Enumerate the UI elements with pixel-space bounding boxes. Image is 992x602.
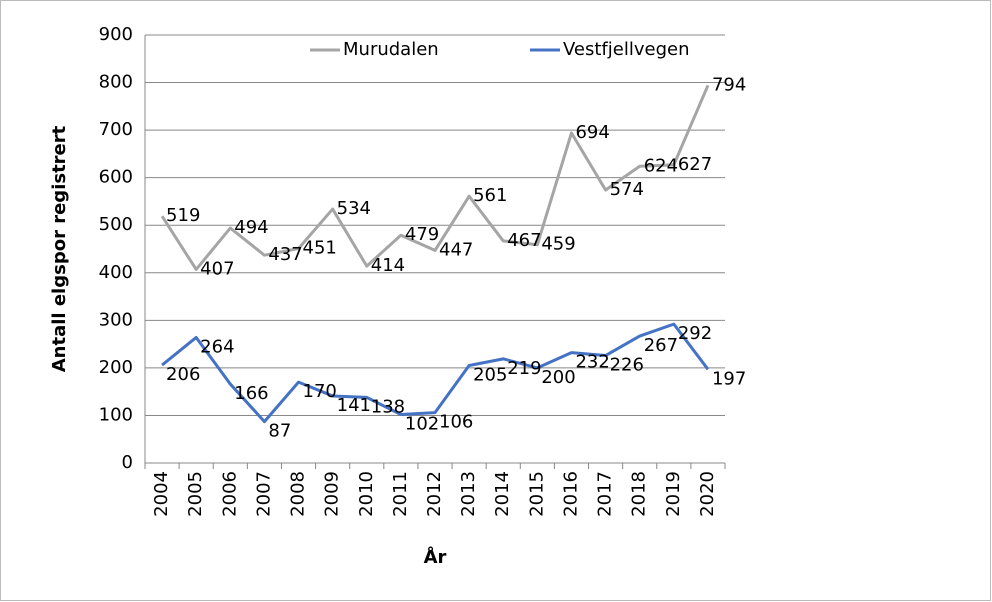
data-label: 141 <box>337 395 371 416</box>
y-tick-label: 400 <box>99 262 133 283</box>
data-label: 219 <box>507 358 541 379</box>
x-tick-label: 2015 <box>526 471 547 517</box>
y-tick-label: 100 <box>99 404 133 425</box>
data-label: 267 <box>644 335 678 356</box>
data-label: 451 <box>303 238 337 259</box>
x-tick-label: 2009 <box>322 471 343 517</box>
data-label: 694 <box>575 122 609 143</box>
x-tick-label: 2008 <box>288 471 309 517</box>
data-label: 232 <box>575 352 609 373</box>
x-tick-label: 2017 <box>595 471 616 517</box>
y-tick-label: 300 <box>99 309 133 330</box>
data-label: 407 <box>200 258 234 279</box>
data-label: 200 <box>541 367 575 388</box>
x-tick-label: 2006 <box>219 471 240 517</box>
x-tick-label: 2018 <box>629 471 650 517</box>
y-tick-label: 800 <box>99 72 133 93</box>
x-tick-label: 2004 <box>151 471 172 517</box>
y-tick-label: 500 <box>99 214 133 235</box>
data-label: 166 <box>234 383 268 404</box>
legend-label: Murudalen <box>343 39 439 60</box>
y-tick-label: 700 <box>99 119 133 140</box>
y-tick-label: 900 <box>99 24 133 45</box>
data-label: 292 <box>678 323 712 344</box>
data-label: 467 <box>507 230 541 251</box>
x-tick-label: 2014 <box>492 471 513 517</box>
data-label: 624 <box>644 155 678 176</box>
data-label: 459 <box>541 234 575 255</box>
x-tick-label: 2016 <box>560 471 581 517</box>
data-label: 414 <box>371 255 405 276</box>
data-label: 479 <box>405 224 439 245</box>
data-label: 519 <box>166 205 200 226</box>
data-label: 534 <box>337 198 371 219</box>
data-label: 87 <box>268 421 291 442</box>
data-label: 138 <box>371 396 405 417</box>
x-tick-label: 2013 <box>458 471 479 517</box>
y-tick-label: 600 <box>99 167 133 188</box>
x-axis-title: År <box>424 545 447 568</box>
y-tick-label: 200 <box>99 357 133 378</box>
data-label: 494 <box>234 217 268 238</box>
data-label: 574 <box>610 179 644 200</box>
x-tick-label: 2007 <box>253 471 274 517</box>
data-label: 447 <box>439 239 473 260</box>
data-label: 206 <box>166 364 200 385</box>
data-label: 437 <box>268 244 302 265</box>
x-tick-label: 2019 <box>663 471 684 517</box>
legend-label: Vestfjellvegen <box>563 39 689 60</box>
data-label: 226 <box>610 355 644 376</box>
data-label: 264 <box>200 336 234 357</box>
data-label: 106 <box>439 412 473 433</box>
data-label: 205 <box>473 365 507 386</box>
data-label: 197 <box>712 368 746 389</box>
y-tick-label: 0 <box>122 452 133 473</box>
data-label: 170 <box>303 381 337 402</box>
y-axis-title: Antall elgspor registrert <box>49 125 70 372</box>
x-tick-label: 2011 <box>390 471 411 517</box>
data-label: 794 <box>712 74 746 95</box>
data-label: 627 <box>678 154 712 175</box>
data-label: 102 <box>405 413 439 434</box>
x-tick-label: 2020 <box>697 471 718 517</box>
x-tick-label: 2005 <box>185 471 206 517</box>
series-line <box>161 322 710 424</box>
x-tick-label: 2012 <box>424 471 445 517</box>
series-line <box>160 84 710 271</box>
data-label: 561 <box>473 185 507 206</box>
x-tick-label: 2010 <box>356 471 377 517</box>
